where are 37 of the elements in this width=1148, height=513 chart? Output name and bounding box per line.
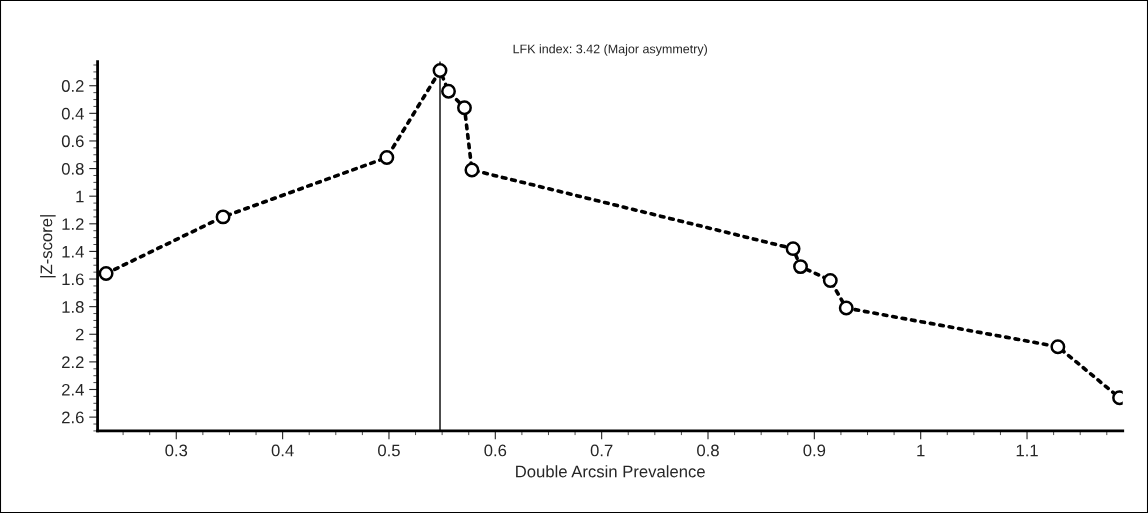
x-tick-label: 0.3	[165, 444, 188, 457]
x-axis-title: Double Arcsin Prevalence	[516, 465, 705, 478]
y-tick-label: 2.4	[62, 383, 84, 396]
point	[838, 300, 854, 316]
y-tick-label: 1.6	[62, 273, 84, 286]
x-tick-label: 0.8	[697, 444, 719, 457]
y-tick-label: 0.2	[61, 80, 84, 92]
y-tick-label: 2.2	[62, 356, 84, 368]
y-tick-label: 0.6	[61, 135, 84, 148]
point	[379, 150, 395, 165]
x-tick-label: 0.6	[484, 444, 507, 457]
x-tick-label: 0.4	[271, 444, 294, 457]
y-tick-label: 2.6	[62, 411, 84, 424]
y-tick-label: 1.4	[62, 245, 84, 258]
point	[793, 259, 808, 275]
y-tick-label: 0.8	[61, 162, 84, 175]
y-tick-label: 1.2	[62, 218, 84, 230]
x-tick-label: 1.1	[1016, 444, 1038, 457]
point	[822, 272, 838, 288]
y-tick-label: 0.4	[61, 107, 84, 120]
point	[457, 100, 472, 116]
y-tick-label: 1.8	[62, 301, 84, 313]
x-tick-label: 0.5	[378, 444, 400, 457]
point	[464, 162, 480, 178]
point	[785, 241, 801, 257]
point	[98, 266, 114, 281]
point	[215, 209, 231, 225]
y-tick-label: 1	[76, 190, 84, 203]
chart-title: LFK index: 3.42 (Major asymmetry)	[513, 44, 707, 56]
y-axis-title: |Z-score|	[40, 215, 56, 278]
y-tick-label: 2	[75, 328, 84, 341]
point	[432, 63, 448, 78]
point	[1050, 339, 1066, 355]
x-tick-label: 0.9	[803, 444, 826, 457]
x-tick-label: 1	[917, 444, 925, 457]
x-tick-label: 0.7	[590, 444, 613, 457]
point	[441, 83, 456, 99]
